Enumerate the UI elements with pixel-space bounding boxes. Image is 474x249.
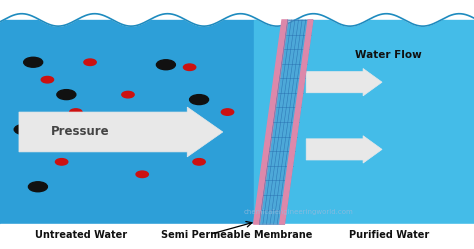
Circle shape: [85, 124, 104, 134]
Circle shape: [193, 159, 205, 165]
Text: Semi Permeable Membrane: Semi Permeable Membrane: [161, 230, 313, 240]
Bar: [0, 224, 474, 249]
Bar: [0, 20, 282, 224]
FancyArrow shape: [306, 136, 382, 163]
Circle shape: [183, 64, 196, 70]
Circle shape: [24, 57, 43, 67]
Circle shape: [136, 171, 148, 178]
Circle shape: [84, 59, 96, 65]
Polygon shape: [259, 20, 313, 224]
Circle shape: [122, 91, 134, 98]
Polygon shape: [254, 20, 288, 224]
Text: Pressure: Pressure: [51, 125, 110, 138]
Circle shape: [174, 121, 186, 128]
Circle shape: [28, 182, 47, 192]
Circle shape: [117, 134, 129, 140]
FancyArrow shape: [19, 107, 223, 157]
Text: Untreated Water: Untreated Water: [35, 230, 127, 240]
FancyArrow shape: [306, 68, 382, 96]
Text: Purified Water: Purified Water: [348, 230, 429, 240]
Circle shape: [14, 124, 33, 134]
Circle shape: [190, 95, 209, 105]
Circle shape: [57, 90, 76, 100]
Bar: [254, 20, 474, 224]
Circle shape: [221, 109, 234, 115]
Text: chemicalengineeringworld.com: chemicalengineeringworld.com: [244, 209, 354, 215]
Circle shape: [41, 76, 54, 83]
Circle shape: [156, 60, 175, 70]
Text: Water Flow: Water Flow: [356, 50, 422, 60]
Circle shape: [55, 159, 68, 165]
Circle shape: [70, 109, 82, 115]
Polygon shape: [280, 20, 313, 224]
